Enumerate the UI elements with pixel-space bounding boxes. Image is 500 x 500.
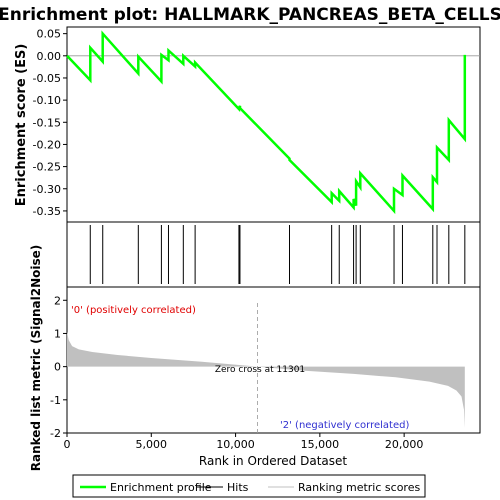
metric-area-group: [67, 303, 465, 433]
metric-y-axis: 2 1 0 -1 -2: [50, 294, 67, 440]
legend-label: Hits: [227, 481, 249, 494]
metric-ylabel: Ranked list metric (Signal2Noise): [29, 245, 43, 472]
x-tick-label: 10,000: [216, 438, 255, 451]
metric-ytick-label: 0: [54, 361, 61, 374]
es-ytick-label: -0.35: [33, 205, 61, 218]
x-tick-label: 5,000: [136, 438, 168, 451]
es-ytick-label: -0.10: [33, 94, 61, 107]
x-tick-label: 0: [64, 438, 71, 451]
legend-label: Enrichment profile: [110, 481, 212, 494]
zero-cross-label: Zero cross at 11301: [215, 365, 305, 375]
es-profile-group: [66, 30, 467, 215]
metric-ytick-label: -2: [50, 427, 61, 440]
x-axis-label: Rank in Ordered Dataset: [199, 454, 347, 468]
hits-panel-frame: [66, 221, 481, 288]
es-ytick-label: 0.05: [37, 28, 62, 41]
metric-ytick-label: -1: [50, 394, 61, 407]
legend-group: Enrichment profile Hits Ranking metric sco…: [80, 481, 420, 494]
es-ytick-label: -0.25: [33, 161, 61, 174]
es-ytick-label: -0.20: [33, 138, 61, 151]
es-panel-frame: [66, 26, 481, 223]
legend-label: Ranking metric scores: [298, 481, 420, 494]
legend-frame: [72, 474, 426, 498]
es-ylabel: Enrichment score (ES): [14, 44, 29, 207]
x-tick-label: 20,000: [385, 438, 424, 451]
metric-ytick-label: 1: [54, 327, 61, 340]
es-ytick-label: -0.15: [33, 116, 61, 129]
es-profile-line: [66, 30, 467, 215]
metric-ytick-label: 2: [54, 294, 61, 307]
es-ytick-label: -0.30: [33, 183, 61, 196]
x-tick-label: 15,000: [301, 438, 340, 451]
hits-group: [89, 225, 466, 284]
x-axis: 0 5,000 10,000 15,000 20,000: [64, 433, 424, 451]
es-ytick-label: 0.00: [37, 50, 62, 63]
es-y-axis: 0.05 0.00 -0.05 -0.10 -0.15 -0.20 -0.25 -0.30 -0…: [33, 28, 67, 218]
chart-title: Enrichment plot: HALLMARK_PANCREAS_BETA_…: [0, 5, 500, 25]
positive-label: '0' (positively correlated): [71, 305, 196, 316]
negative-label: '2' (negatively correlated): [280, 420, 409, 431]
es-ytick-label: -0.05: [33, 72, 61, 85]
